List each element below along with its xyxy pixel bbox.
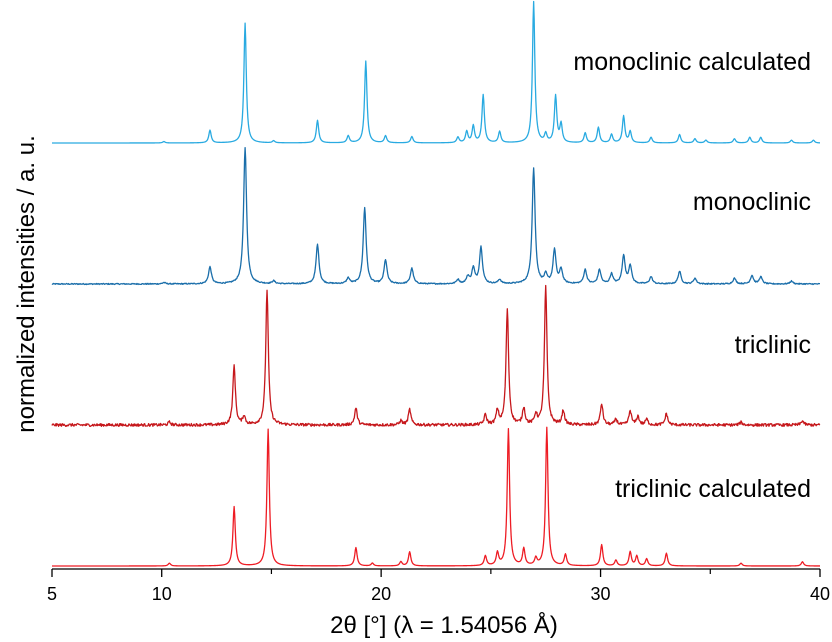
series-label-layer: monoclinic calculated monoclinic triclinic…: [573, 48, 811, 503]
series-label-triclinic: triclinic: [735, 331, 811, 359]
series-label-monoclinic: monoclinic: [693, 188, 811, 216]
series-label-monoclinic-calculated: monoclinic calculated: [573, 48, 811, 76]
series-label-triclinic-calculated: triclinic calculated: [615, 475, 811, 503]
y-axis-label: normalized intensities / a. u.: [13, 135, 40, 432]
series-line-monoclinic: [51, 147, 821, 286]
series-line-triclinic: [51, 284, 821, 428]
x-tick-label: 20: [371, 584, 391, 604]
x-axis-label: 2θ [°] (λ = 1.54056 Å): [330, 611, 558, 639]
series-line-triclinic-calculated: [51, 426, 821, 567]
x-tick-label: 10: [152, 584, 172, 604]
x-tick-layer: 5 10 20 30 40: [47, 569, 830, 604]
series-line-monoclinic-calculated: [51, 0, 821, 144]
x-tick-label: 5: [47, 584, 57, 604]
x-tick-label: 30: [591, 584, 611, 604]
series-layer: [51, 0, 821, 567]
x-tick-label: 40: [810, 584, 830, 604]
